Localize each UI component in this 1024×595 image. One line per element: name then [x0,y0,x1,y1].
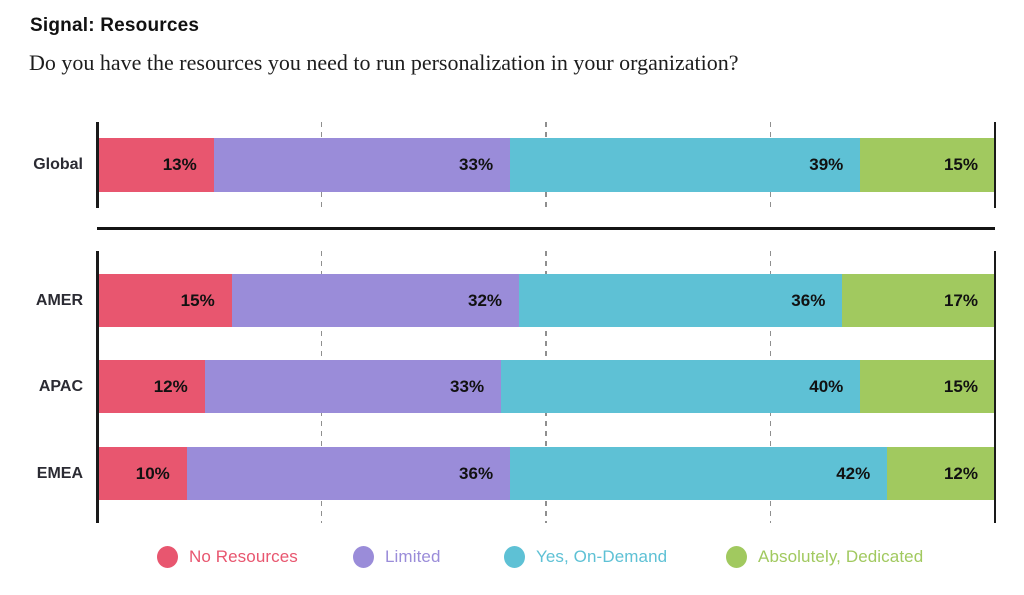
legend-swatch-no-resources-icon [157,546,178,568]
category-label-apac: APAC [38,377,83,395]
value-label: 32% [468,290,503,310]
bar-row-amer: 15% 32% 36% 17% [97,274,995,327]
bar-segment-no-resources-global: 13% [97,138,214,192]
bar-row-apac: 12% 33% 40% 15% [97,360,995,413]
bar-segment-limited-emea: 36% [186,447,511,500]
value-label: 12% [153,376,188,396]
bar-segment-absolutely-dedicated-apac: 15% [860,360,995,413]
value-label: 36% [459,463,494,483]
legend-swatch-absolutely-dedicated-icon [726,546,747,568]
bar-segment-yes-on-demand-global: 39% [510,138,861,192]
legend-label-no-resources: No Resources [189,547,298,566]
value-label: 39% [809,155,844,174]
chart-title: Signal: Resources [30,15,200,36]
value-label: 15% [943,155,978,174]
bar-segment-no-resources-apac: 12% [97,360,205,413]
value-label: 42% [836,463,871,483]
legend-item-yes-on-demand: Yes, On-Demand [504,546,667,568]
legend-label-limited: Limited [385,547,441,566]
category-label-emea: EMEA [36,464,83,482]
value-label: 33% [450,376,485,396]
bar-segment-absolutely-dedicated-emea: 12% [887,447,995,500]
right-boundary-line [993,122,996,208]
chart-subtitle-question: Do you have the resources you need to ru… [29,50,739,75]
section-divider-line [97,227,995,230]
right-boundary-line [993,251,996,523]
bar-segment-yes-on-demand-amer: 36% [519,274,843,327]
chart-section-global: 13% 33% 39% 15% Global [33,122,996,208]
bar-segment-no-resources-emea: 10% [97,447,187,500]
value-label: 13% [162,155,197,174]
category-label-global: Global [33,156,83,173]
legend-item-no-resources: No Resources [157,546,298,568]
bar-segment-absolutely-dedicated-global: 15% [860,138,995,192]
bar-segment-absolutely-dedicated-amer: 17% [842,274,995,327]
legend-item-limited: Limited [353,546,441,568]
legend-item-absolutely-dedicated: Absolutely, Dedicated [726,546,923,568]
bar-segment-no-resources-amer: 15% [97,274,232,327]
value-label: 40% [809,376,844,396]
value-label: 36% [791,290,826,310]
legend-swatch-limited-icon [353,546,374,568]
bar-segment-yes-on-demand-emea: 42% [510,447,888,500]
bar-row-global: 13% 33% 39% 15% [97,138,995,192]
legend-label-yes-on-demand: Yes, On-Demand [536,547,668,566]
y-axis-line [96,122,99,208]
bar-segment-limited-apac: 33% [204,360,502,413]
bar-segment-limited-global: 33% [213,138,511,192]
legend-swatch-yes-on-demand-icon [504,546,525,568]
value-label: 10% [135,463,170,483]
value-label: 15% [180,290,215,310]
bar-segment-limited-amer: 32% [231,274,520,327]
bar-segment-yes-on-demand-apac: 40% [501,360,861,413]
chart-section-regions: 15% 32% 36% 17% AMER 12% 33% 40% 15% APAC 10% 36% 42… [36,251,996,523]
value-label: 33% [459,155,494,174]
legend-label-absolutely-dedicated: Absolutely, Dedicated [758,547,924,566]
value-label: 17% [943,290,978,310]
y-axis-line [96,251,99,523]
bar-row-emea: 10% 36% 42% 12% [97,447,995,500]
category-label-amer: AMER [35,291,83,309]
value-label: 15% [943,376,978,396]
value-label: 12% [943,463,978,483]
